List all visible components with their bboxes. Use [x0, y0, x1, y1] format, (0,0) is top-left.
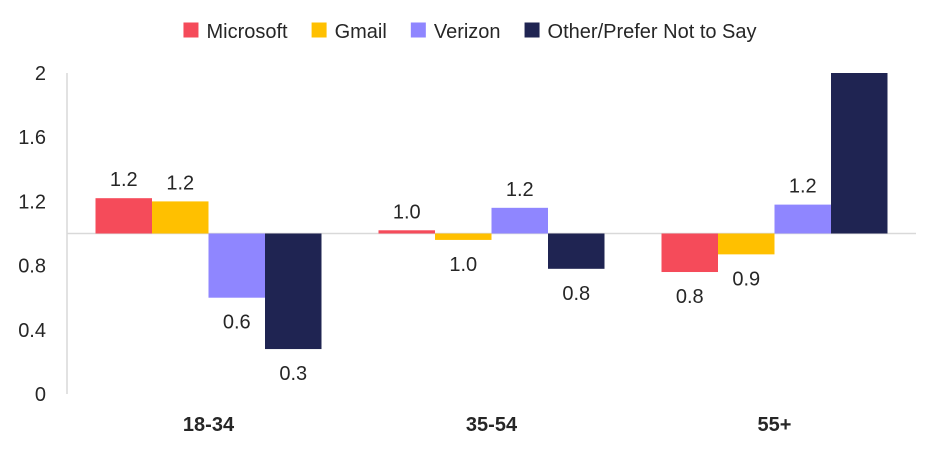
- legend-label: Verizon: [434, 21, 501, 43]
- y-tick-label: 1.2: [18, 191, 46, 213]
- data-label: 1.0: [449, 254, 477, 276]
- data-label: 0.6: [223, 312, 251, 334]
- bar-other-prefer-not-to-say-18-34: [265, 233, 322, 350]
- bar-gmail-55+: [718, 233, 775, 255]
- category-label: 55+: [758, 414, 792, 436]
- legend-swatch: [410, 22, 426, 38]
- data-label: 0.8: [676, 286, 704, 308]
- x-axis-categories: 18-34 35-54 55+: [183, 414, 792, 436]
- data-label: 1.2: [110, 169, 138, 191]
- bar-gmail-18-34: [152, 201, 209, 234]
- legend-label: Other/Prefer Not to Say: [548, 21, 757, 43]
- y-tick-label: 2: [35, 63, 46, 85]
- legend-swatch: [524, 22, 540, 38]
- data-label: 1.2: [789, 176, 817, 198]
- legend: Microsoft Gmail Verizon Other/Prefer Not to…: [183, 21, 757, 43]
- bar-other-prefer-not-to-say-35-54: [548, 233, 605, 269]
- bar-verizon-55+: [774, 204, 831, 234]
- y-tick-label: 1.6: [18, 127, 46, 149]
- legend-label: Gmail: [335, 21, 387, 43]
- category-label: 35-54: [466, 414, 518, 436]
- bar-verizon-35-54: [491, 207, 548, 234]
- data-label: 0.3: [279, 363, 307, 385]
- data-label: 1.2: [506, 179, 534, 201]
- bar-microsoft-18-34: [95, 198, 152, 234]
- data-label: 0.8: [562, 283, 590, 305]
- bar-other-prefer-not-to-say-55+: [831, 73, 888, 234]
- bar-gmail-35-54: [435, 233, 492, 240]
- legend-label: Microsoft: [206, 21, 288, 43]
- y-tick-label: 0.4: [18, 320, 46, 342]
- bar-verizon-18-34: [208, 233, 265, 298]
- y-axis-ticks: 0 0.4 0.8 1.2 1.6 2: [18, 63, 46, 406]
- data-label: 1.0: [393, 201, 421, 223]
- bar-microsoft-35-54: [378, 230, 435, 234]
- bar-microsoft-55+: [661, 233, 718, 273]
- category-label: 18-34: [183, 414, 235, 436]
- data-label: 0.9: [732, 268, 760, 290]
- legend-swatch: [183, 22, 199, 38]
- y-tick-label: 0: [35, 384, 46, 406]
- legend-swatch: [311, 22, 327, 38]
- y-tick-label: 0.8: [18, 256, 46, 278]
- bars: [95, 73, 888, 350]
- data-label: 1.2: [166, 172, 194, 194]
- data-labels: 1.2 1.2 0.6 0.3 1.0 1.0 1.2 0.8 0.8 0.9 1.2: [110, 169, 817, 385]
